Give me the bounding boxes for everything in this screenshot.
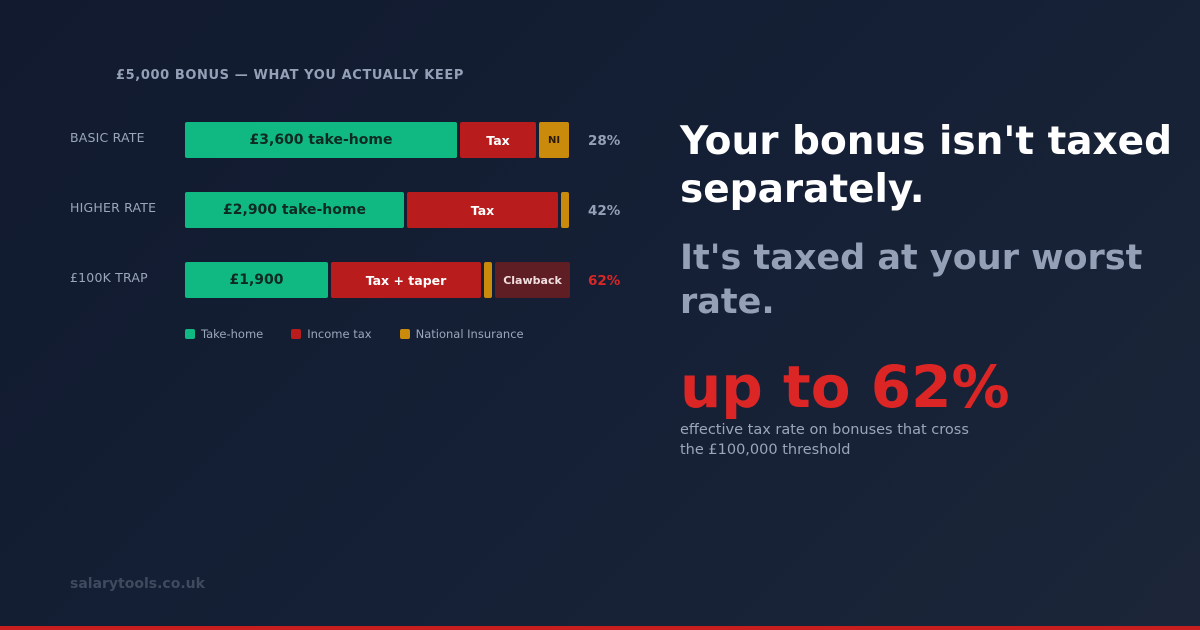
row-label: HIGHER RATE: [70, 200, 157, 215]
bottom-accent-bar: [0, 626, 1200, 630]
stat-description: effective tax rate on bonuses that cross…: [680, 422, 969, 458]
chart-legend: Take-home Income tax National Insurance: [185, 327, 552, 341]
bar-segment-national-insurance: [561, 192, 569, 228]
headline: Your bonus isn't taxed separately.: [680, 119, 1173, 212]
bar-segment-national-insurance: NI: [539, 122, 569, 158]
bar-segment-take-home: £2,900 take-home: [185, 192, 404, 228]
bar-segment-income-tax: Tax: [407, 192, 558, 228]
bar-segment-income-tax: Tax: [460, 122, 536, 158]
bar-segment-clawback: Clawback: [495, 262, 570, 298]
legend-swatch: [185, 329, 195, 339]
bar-row-100k-trap: £100K TRAP 62% £1,900 Tax + taper Clawback: [70, 262, 630, 298]
rate-label: 62%: [588, 273, 621, 289]
rate-label: 42%: [588, 203, 621, 219]
legend-swatch: [399, 329, 410, 339]
legend-item-take-home: Take-home: [185, 327, 263, 341]
legend-item-income-tax: Income tax: [291, 327, 372, 341]
bar-segment-national-insurance: [484, 262, 492, 298]
chart-title: £5,000 BONUS — WHAT YOU ACTUALLY KEEP: [116, 68, 464, 83]
rate-label: 28%: [588, 133, 621, 149]
legend-item-national-insurance: National Insurance: [399, 327, 524, 341]
row-label: £100K TRAP: [70, 270, 148, 285]
bar-segment-take-home: £1,900: [185, 262, 328, 298]
legend-swatch: [291, 329, 302, 339]
bar-row-basic-rate: BASIC RATE 28% £3,600 take-home Tax NI: [70, 122, 630, 158]
bar-segment-income-tax: Tax + taper: [331, 262, 481, 298]
legend-label: Take-home: [201, 327, 264, 341]
site-name: salarytools.co.uk: [70, 576, 205, 592]
big-stat: up to 62%: [680, 353, 1010, 421]
subheadline: It's taxed at your worst rate.: [680, 238, 1143, 322]
bar-row-higher-rate: HIGHER RATE 42% £2,900 take-home Tax: [70, 192, 630, 228]
legend-label: Income tax: [307, 327, 372, 341]
legend-label: National Insurance: [415, 327, 524, 341]
row-label: BASIC RATE: [70, 130, 145, 145]
bar-segment-take-home: £3,600 take-home: [185, 122, 457, 158]
